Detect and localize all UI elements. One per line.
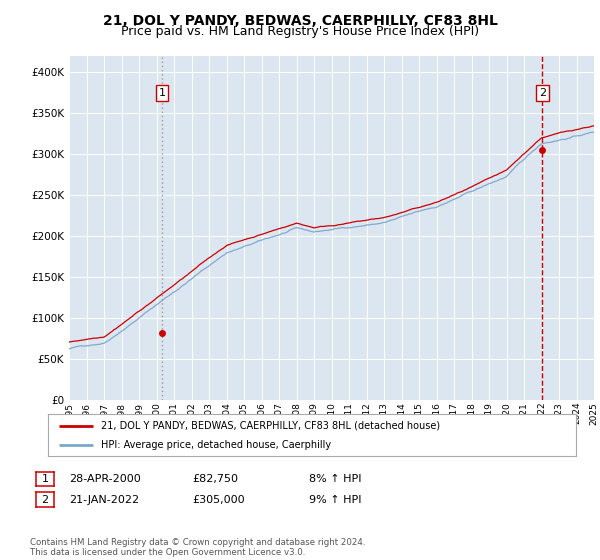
Text: £82,750: £82,750 xyxy=(192,474,238,484)
Text: 8% ↑ HPI: 8% ↑ HPI xyxy=(309,474,361,484)
Text: 21, DOL Y PANDY, BEDWAS, CAERPHILLY, CF83 8HL: 21, DOL Y PANDY, BEDWAS, CAERPHILLY, CF8… xyxy=(103,14,497,28)
Text: HPI: Average price, detached house, Caerphilly: HPI: Average price, detached house, Caer… xyxy=(101,440,331,450)
Text: 2: 2 xyxy=(539,88,546,98)
Text: £305,000: £305,000 xyxy=(192,494,245,505)
Text: 21-JAN-2022: 21-JAN-2022 xyxy=(69,494,139,505)
Text: 21, DOL Y PANDY, BEDWAS, CAERPHILLY, CF83 8HL (detached house): 21, DOL Y PANDY, BEDWAS, CAERPHILLY, CF8… xyxy=(101,421,440,431)
Text: 1: 1 xyxy=(41,474,49,484)
Text: 9% ↑ HPI: 9% ↑ HPI xyxy=(309,494,361,505)
Text: 2: 2 xyxy=(41,494,49,505)
Text: Price paid vs. HM Land Registry's House Price Index (HPI): Price paid vs. HM Land Registry's House … xyxy=(121,25,479,38)
Text: 28-APR-2000: 28-APR-2000 xyxy=(69,474,141,484)
Text: Contains HM Land Registry data © Crown copyright and database right 2024.
This d: Contains HM Land Registry data © Crown c… xyxy=(30,538,365,557)
Text: 1: 1 xyxy=(158,88,166,98)
